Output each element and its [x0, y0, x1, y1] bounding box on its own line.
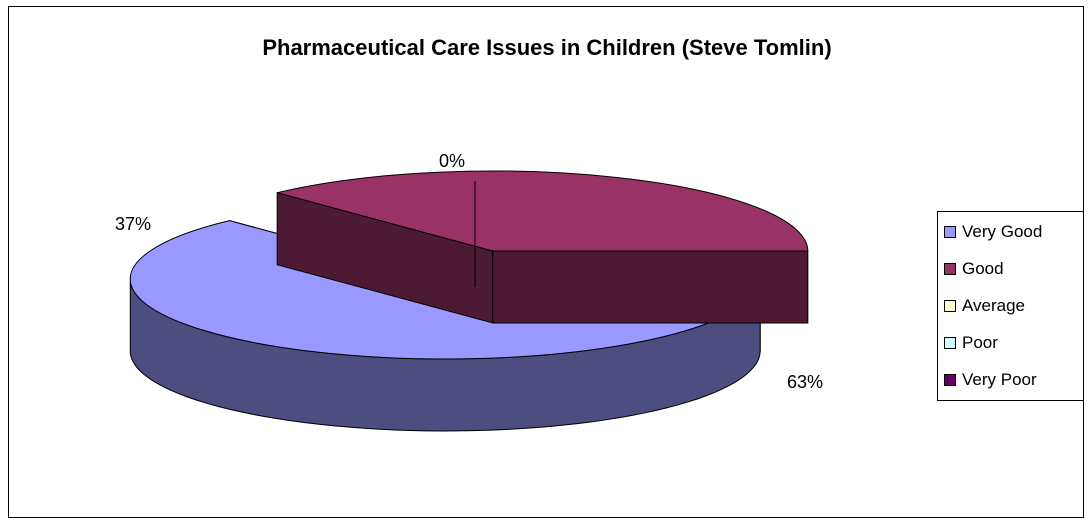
legend-item-very-good: Very Good	[944, 220, 1042, 244]
legend-label: Very Poor	[962, 370, 1037, 389]
legend-swatch	[944, 226, 956, 238]
legend-item-average: Average	[944, 294, 1025, 318]
legend: Very Good Good Average Poor Very Poor	[937, 211, 1084, 401]
data-label-average: 0%	[439, 151, 465, 171]
chart-title: Pharmaceutical Care Issues in Children (…	[262, 35, 832, 60]
legend-item-good: Good	[944, 257, 1004, 281]
pie-chart: 63% 37% 0%	[115, 151, 823, 432]
legend-swatch	[944, 300, 956, 312]
legend-swatch	[944, 374, 956, 386]
legend-label: Good	[962, 259, 1004, 278]
legend-label: Average	[962, 296, 1026, 315]
data-label-good: 37%	[115, 214, 151, 234]
legend-label: Very Good	[962, 222, 1043, 241]
legend-swatch	[944, 263, 956, 275]
legend-item-very-poor: Very Poor	[944, 368, 1037, 392]
chart-area: 63% 37% 0% Pharmaceutical Care Issues in C…	[8, 6, 1084, 518]
legend-swatch	[944, 337, 956, 349]
pie-slice-good	[276, 170, 809, 324]
legend-label: Poor	[962, 333, 998, 352]
legend-item-poor: Poor	[944, 331, 998, 355]
data-label-very-good: 63%	[787, 372, 823, 392]
